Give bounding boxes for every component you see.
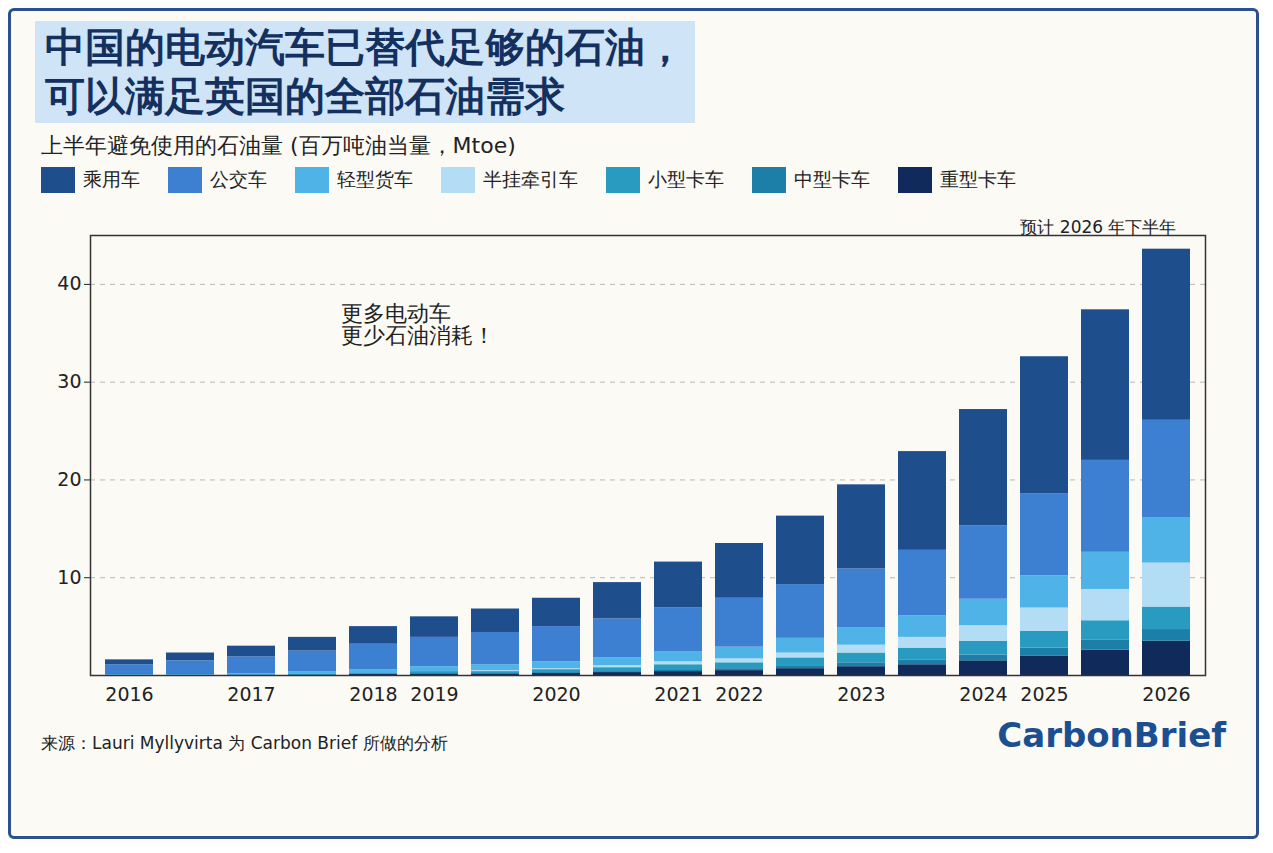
svg-text:2019: 2019: [410, 683, 458, 705]
svg-text:2026: 2026: [1142, 683, 1190, 705]
html-text:公交车: 公交车: [210, 167, 267, 190]
svg-text:10: 10: [57, 565, 81, 587]
svg-text:2024: 2024: [959, 683, 1007, 705]
svg-text:2016: 2016: [105, 683, 153, 705]
html-text:来源：Lauri Myllyvirta 为 Carbon B: 来源：Lauri Myllyvirta 为 Carbon Brief 所做的分析: [41, 732, 448, 753]
svg-text:2018: 2018: [349, 683, 397, 705]
svg-text:2017: 2017: [227, 683, 275, 705]
html-text:中型卡车: 中型卡车: [794, 167, 870, 190]
html-text:重型卡车: 重型卡车: [940, 167, 1016, 190]
svg-text:预计 2026 年下半年: 预计 2026 年下半年: [1020, 216, 1176, 236]
html-text:中国的电动汽车已替代足够的石油， 可以满足英国的全部石油需求: 中国的电动汽车已替代足够的石油， 可以满足英国的全部石油需求: [45, 24, 685, 119]
svg-text:20: 20: [57, 468, 81, 490]
svg-text:30: 30: [57, 370, 81, 392]
svg-text:更多电动车更少石油消耗！: 更多电动车更少石油消耗！: [341, 301, 495, 348]
svg-text:2023: 2023: [837, 683, 885, 705]
svg-text:40: 40: [57, 272, 81, 294]
html-text:轻型货车: 轻型货车: [337, 167, 413, 190]
svg-text:2020: 2020: [532, 683, 580, 705]
svg-text:2022: 2022: [715, 683, 763, 705]
svg-text:2021: 2021: [654, 683, 702, 705]
html-text:乘用车: 乘用车: [83, 167, 140, 190]
html-text:上半年避免使用的石油量 (百万吨油当量，Mtoe): 上半年避免使用的石油量 (百万吨油当量，Mtoe): [41, 132, 516, 158]
html-text:小型卡车: 小型卡车: [648, 167, 724, 190]
html-text:半挂牵引车: 半挂牵引车: [483, 167, 578, 190]
svg-text:2025: 2025: [1020, 683, 1068, 705]
html-text:CarbonBrief: CarbonBrief: [997, 714, 1226, 755]
